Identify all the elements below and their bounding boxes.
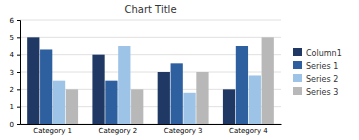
y-tick: 2 (10, 86, 20, 94)
bar (118, 46, 130, 124)
legend-item: Series 3 (293, 87, 338, 97)
bar-series (40, 46, 248, 124)
bar (105, 81, 117, 124)
y-tick-mark (17, 72, 20, 73)
bar-series (53, 46, 261, 124)
y-tick-label: 5 (10, 34, 14, 42)
legend-label: Column1 (306, 49, 342, 58)
y-tick: 6 (10, 17, 20, 25)
y-tick-mark (17, 55, 20, 56)
y-axis: 0 1 2 3 4 5 6 (10, 17, 21, 129)
x-tick: Category 4 (229, 124, 268, 135)
bar (27, 37, 39, 124)
y-tick-label: 1 (10, 103, 14, 111)
x-tick-label: Category 3 (164, 127, 203, 135)
bar (183, 93, 195, 124)
legend-label: Series 1 (306, 62, 338, 71)
bar (249, 75, 261, 124)
y-tick-label: 6 (10, 17, 15, 25)
y-tick-mark (17, 89, 20, 90)
x-tick-label: Category 4 (229, 127, 268, 135)
legend-swatch (293, 74, 302, 82)
chart-title: Chart Title (124, 4, 176, 15)
legend-item: Column1 (293, 48, 342, 58)
y-tick: 1 (10, 103, 20, 111)
y-tick-mark (17, 124, 20, 125)
legend-item: Series 2 (293, 74, 338, 84)
chart: 0123456Category 1Category 2Category 3Cat… (0, 0, 359, 140)
bar (262, 37, 274, 124)
x-tick: Category 1 (33, 124, 72, 135)
x-tick-label: Category 2 (99, 127, 138, 135)
y-axis-line (17, 21, 21, 125)
bars (27, 37, 274, 124)
legend: Column1 Series 1 Series 2 Series 3 (293, 48, 342, 97)
y-tick: 3 (10, 69, 20, 77)
y-tick-mark (17, 107, 20, 108)
bar (196, 72, 208, 124)
legend-item: Series 1 (293, 61, 338, 71)
legend-label: Series 2 (306, 75, 338, 84)
bar (158, 72, 170, 124)
x-tick: Category 2 (99, 124, 138, 135)
bar (131, 89, 143, 124)
bar-series (27, 37, 235, 124)
y-tick-mark (17, 20, 20, 21)
legend-swatch (293, 48, 302, 56)
x-tick-label: Category 1 (33, 127, 72, 135)
bar (92, 55, 104, 124)
grid-line (20, 20, 281, 21)
x-axis: Category 1 Category 2 Category 3 Category 4 (21, 124, 282, 135)
x-tick: Category 3 (164, 124, 203, 135)
bar (40, 49, 52, 124)
plot-area: 0123456Category 1Category 2Category 3Cat… (10, 17, 282, 135)
legend-swatch (293, 87, 302, 95)
y-tick-label: 2 (10, 86, 14, 94)
x-axis-line (21, 124, 282, 125)
grid (20, 20, 281, 124)
y-tick: 4 (10, 51, 20, 59)
bar (66, 89, 78, 124)
bar (236, 46, 248, 124)
legend-label: Series 3 (306, 88, 338, 97)
bar (223, 89, 235, 124)
y-tick-mark (17, 37, 20, 38)
y-tick-label: 0 (10, 121, 14, 129)
y-tick-label: 3 (10, 69, 14, 77)
bar (171, 63, 183, 124)
bar (53, 81, 65, 124)
y-tick-label: 4 (10, 51, 15, 59)
y-tick: 0 (10, 121, 20, 129)
grid-line (20, 37, 281, 38)
y-tick: 5 (10, 34, 20, 42)
legend-swatch (293, 61, 302, 69)
bar-series (66, 37, 274, 124)
